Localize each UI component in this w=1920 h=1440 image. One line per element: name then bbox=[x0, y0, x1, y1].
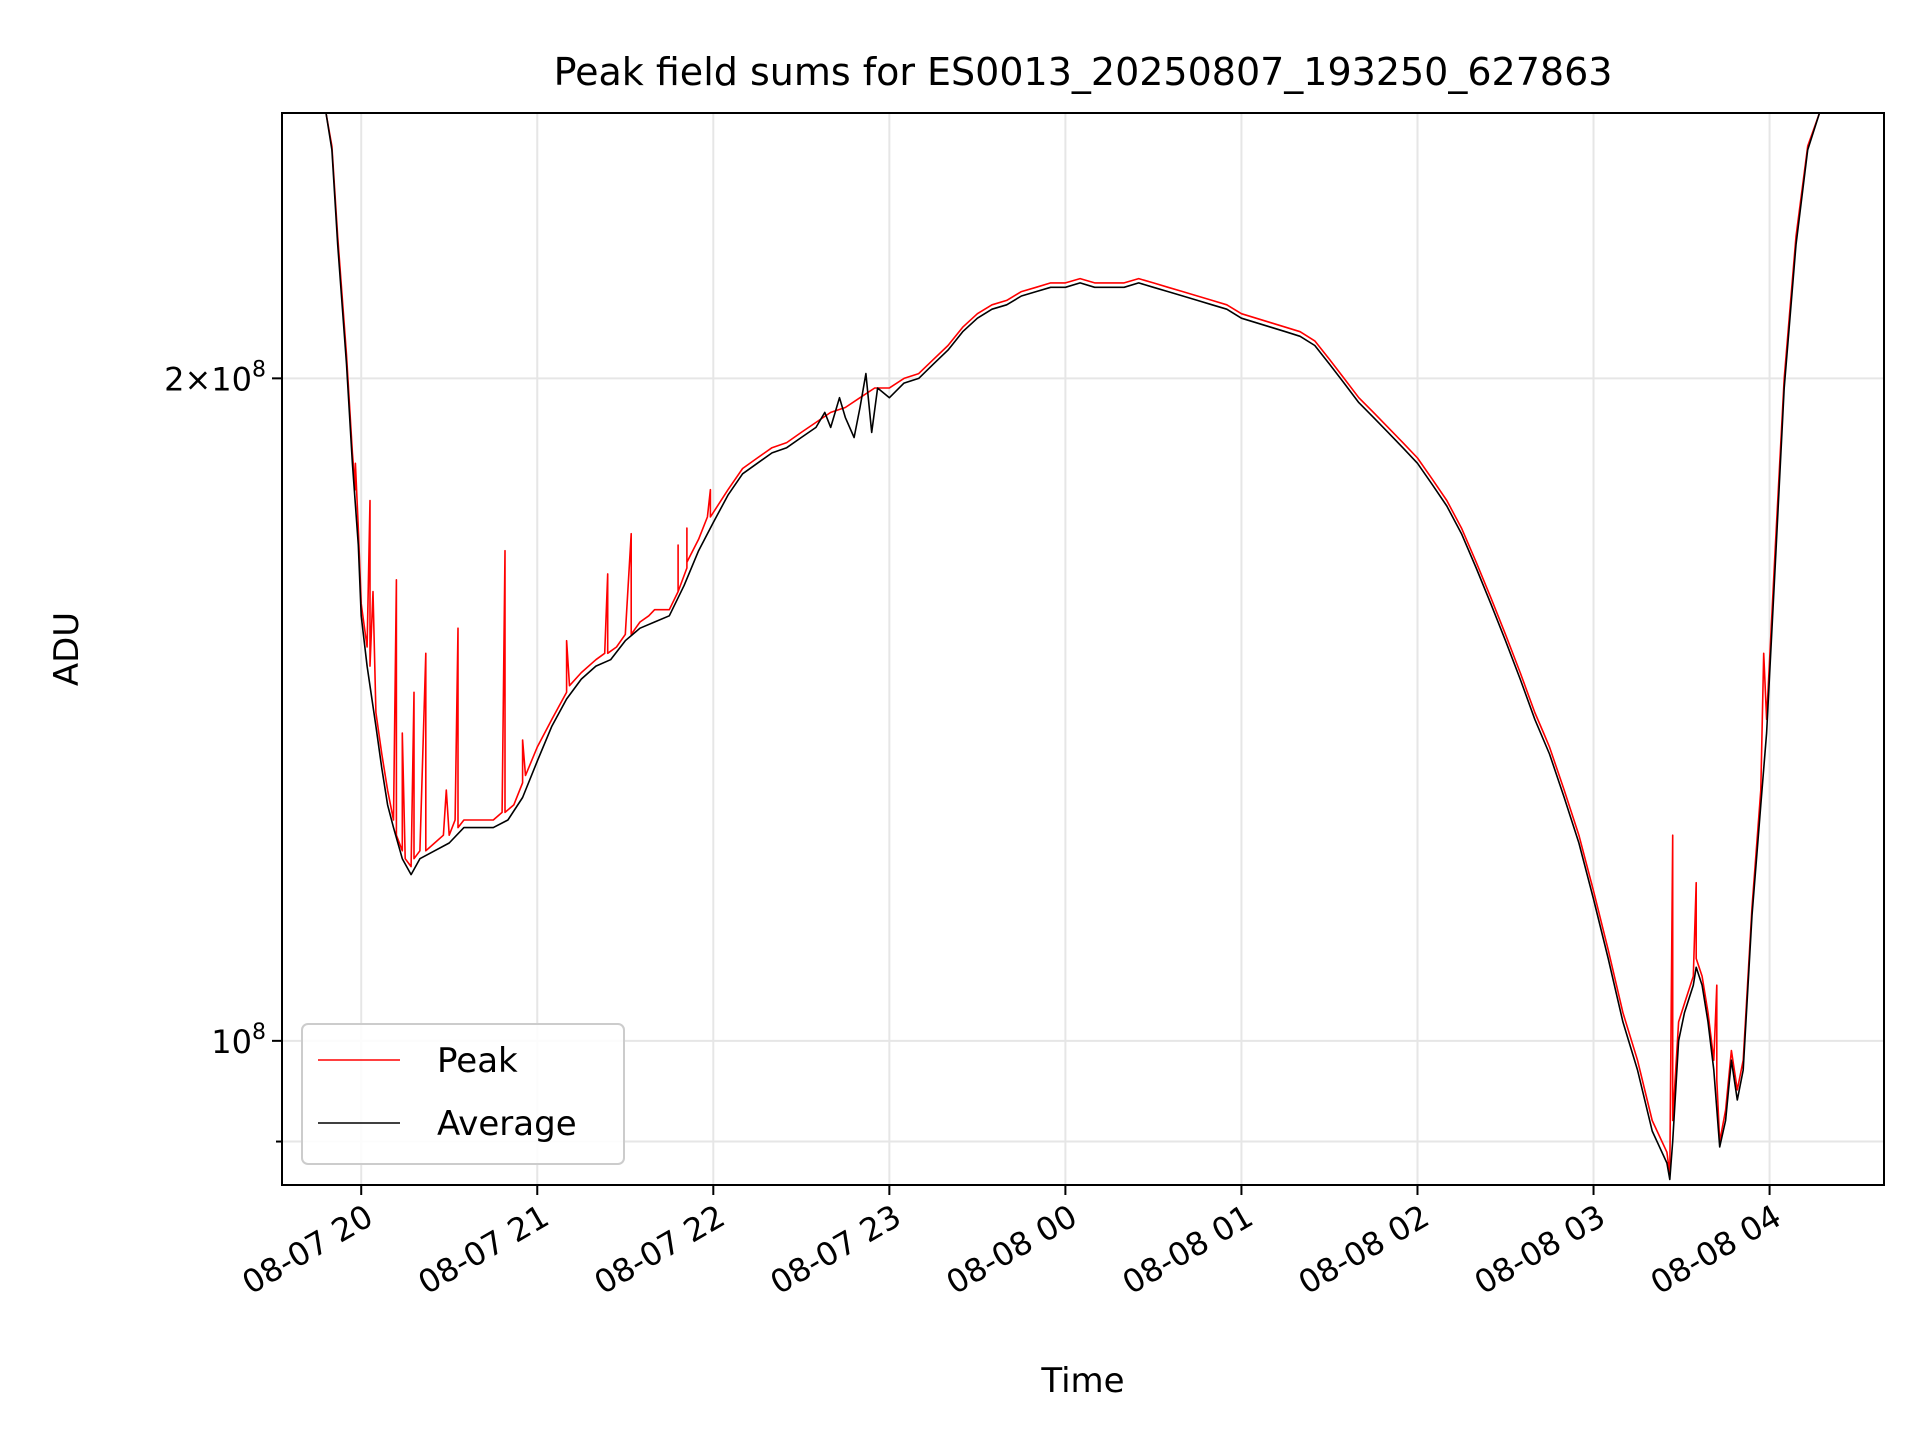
legend-label-average: Average bbox=[437, 1104, 577, 1144]
y-tick-label: 108 bbox=[211, 1020, 266, 1061]
series-layer bbox=[282, 113, 1884, 1181]
y-tick-label: 2×108 bbox=[164, 357, 266, 398]
x-axis-label: Time bbox=[1040, 1361, 1124, 1401]
y-axis: 108 2×108 bbox=[164, 357, 282, 1143]
legend-label-peak: Peak bbox=[437, 1041, 518, 1081]
series-line-peak bbox=[282, 113, 1884, 1175]
plot-frame bbox=[281, 112, 1885, 1186]
legend: Peak Average bbox=[301, 1023, 625, 1165]
legend-box bbox=[301, 1023, 625, 1165]
chart-title: Peak field sums for ES0013_20250807_1932… bbox=[554, 50, 1613, 94]
series-line-average bbox=[282, 113, 1884, 1181]
y-axis-label: ADU bbox=[47, 612, 87, 686]
